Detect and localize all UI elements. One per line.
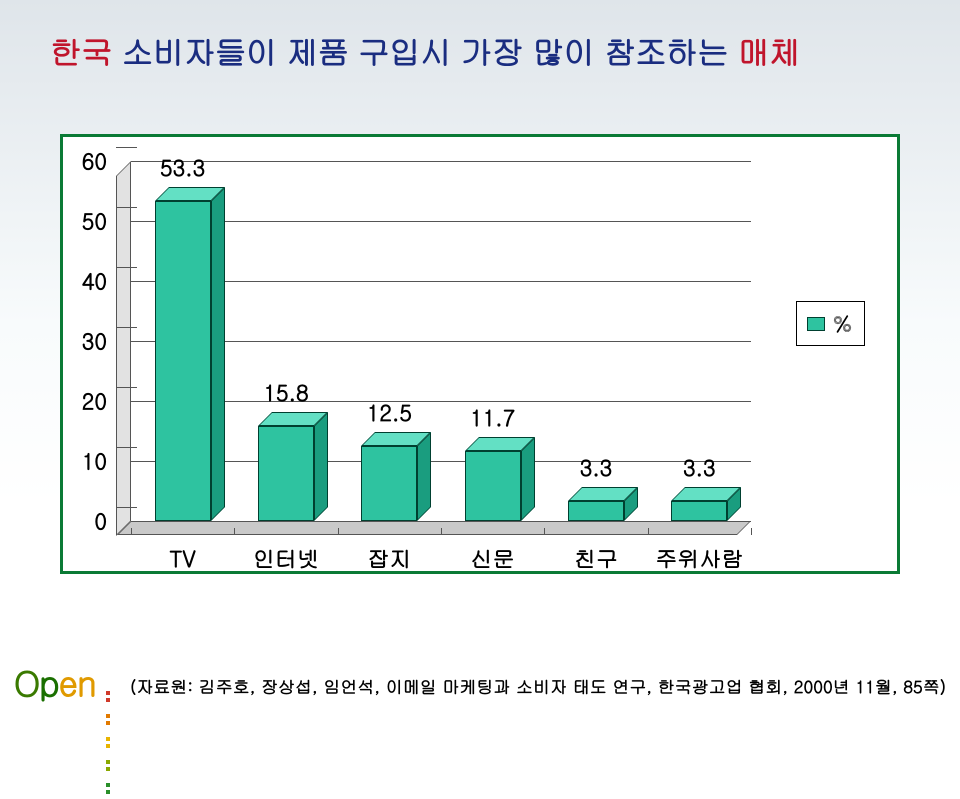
bar-chart: 010203040506053.3TV15.8인터넷12.5잡지11.7신문3.… <box>131 161 751 521</box>
bar-value-label: 15.8 <box>263 377 308 408</box>
open-logo: Open <box>14 657 96 706</box>
bar: 12.5 <box>361 446 417 521</box>
x-category-label: 친구 <box>574 543 618 574</box>
logo-letter: n <box>77 657 96 706</box>
page-title: 한국 소비자들이 제품 구입시 가장 많이 참조하는 매체 <box>50 28 800 73</box>
bar-value-label: 12.5 <box>367 397 412 428</box>
bar-value-label: 3.3 <box>580 452 613 483</box>
chart-stage: 010203040506053.3TV15.8인터넷12.5잡지11.7신문3.… <box>77 151 883 557</box>
legend-label: % <box>833 308 852 339</box>
bar: 3.3 <box>671 501 727 521</box>
logo-dot <box>106 767 110 771</box>
bar: 11.7 <box>465 451 521 521</box>
chart-panel: 0 10 20 30 40 50 60 53.3 TV 15.8 인터넷 12.5 잡지 11.7 신문 3.… <box>60 134 900 574</box>
bar-value-label: 3.3 <box>683 452 716 483</box>
gridline <box>131 521 751 522</box>
y-tick-label: 60 <box>82 146 107 177</box>
y-tick-label: 30 <box>82 326 107 357</box>
logo-letter: O <box>14 657 39 706</box>
x-category-label: 인터넷 <box>253 543 319 574</box>
bar-value-label: 11.7 <box>470 402 515 433</box>
bar-value-label: 53.3 <box>160 152 205 183</box>
bar: 15.8 <box>258 426 314 521</box>
x-category-label: 잡지 <box>367 543 411 574</box>
legend: % <box>796 301 865 346</box>
logo-dot <box>106 698 110 702</box>
y-tick-label: 40 <box>82 266 107 297</box>
bar: 3.3 <box>568 501 624 521</box>
y-tick-label: 20 <box>82 386 107 417</box>
chart-wall <box>116 161 131 536</box>
y-tick-label: 50 <box>82 206 107 237</box>
logo-dot <box>106 721 110 725</box>
x-category-label: 주위사람 <box>655 543 743 574</box>
logo-dot <box>106 790 110 794</box>
logo-letter: e <box>59 657 77 706</box>
y-tick-label: 10 <box>82 446 107 477</box>
x-category-label: TV <box>170 543 196 574</box>
chart-floor <box>117 521 751 535</box>
logo-letter: p <box>39 657 59 706</box>
x-category-label: 신문 <box>471 543 515 574</box>
source-citation: (자료원: 김주호, 장상섭, 임언석, 이메일 마케팅과 소비자 태도 연구,… <box>130 674 946 698</box>
gridline <box>131 161 751 162</box>
y-tick-label: 0 <box>94 506 107 537</box>
legend-swatch <box>807 317 825 331</box>
logo-dot <box>106 744 110 748</box>
bar: 53.3 <box>155 201 211 521</box>
